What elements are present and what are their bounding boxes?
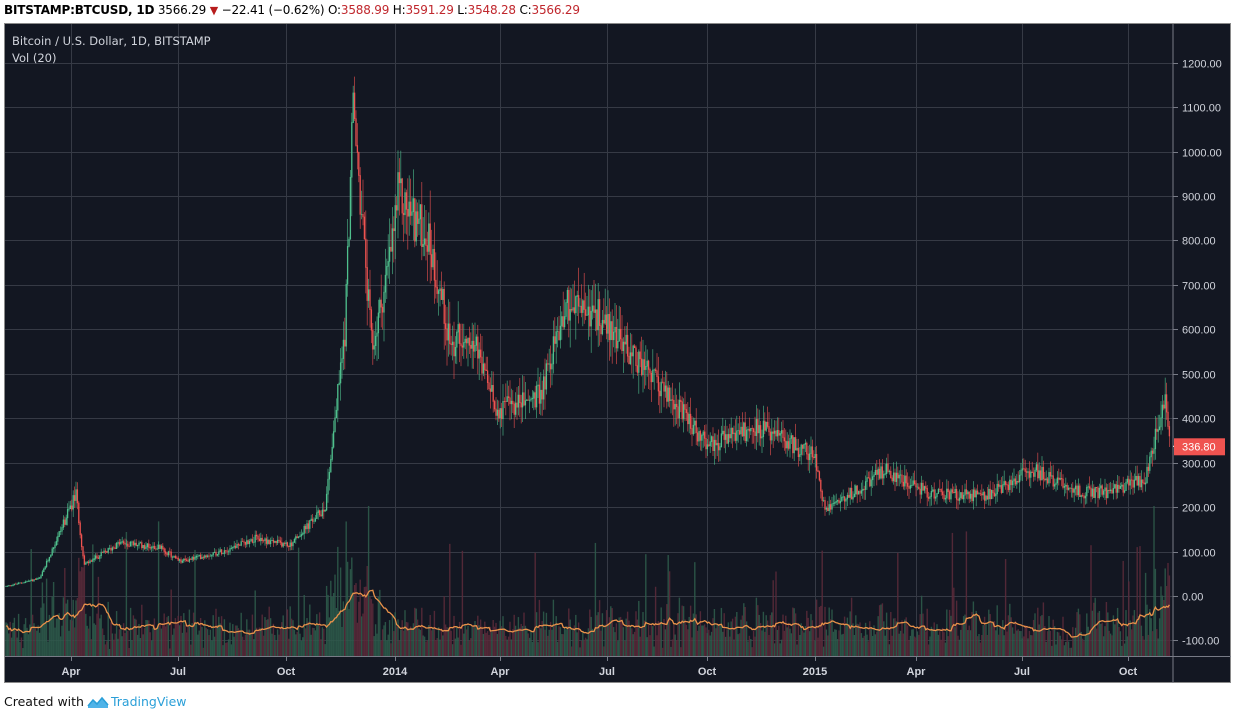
price-axis[interactable]: 1200.00 1100.00 1000.00 900.00 800.00 700.00 6…	[1173, 59, 1222, 648]
close-value: 3566.29	[531, 3, 580, 17]
time-tick-label: Jul	[1014, 666, 1030, 678]
price-change: −22.41 (−0.62%)	[221, 3, 325, 17]
price-tick-label: 500.00	[1182, 370, 1216, 382]
volume-moving-average	[5, 589, 1170, 638]
current-price-value: 336.80	[1182, 441, 1216, 453]
current-price-label: 336.80	[1173, 438, 1225, 456]
time-tick-label: Oct	[1119, 666, 1138, 678]
tradingview-logo-icon	[87, 696, 109, 708]
time-tick-label: 2015	[803, 666, 827, 678]
time-tick-label: Apr	[62, 666, 82, 678]
tradingview-link[interactable]: TradingView	[87, 694, 187, 709]
price-tick-label: 200.00	[1182, 503, 1216, 515]
chart-frame[interactable]	[4, 23, 1231, 683]
time-tick-label: Jul	[170, 666, 186, 678]
time-tick-label: Oct	[277, 666, 296, 678]
high-value: 3591.29	[405, 3, 454, 17]
price-tick-label: 1000.00	[1182, 148, 1222, 160]
low-label: L:	[457, 3, 468, 17]
price-tick-label: 800.00	[1182, 236, 1216, 248]
open-label: O:	[328, 3, 341, 17]
price-tick-label: 300.00	[1182, 459, 1216, 471]
created-with-text: Created with	[4, 694, 84, 709]
close-label: C:	[519, 3, 532, 17]
high-label: H:	[392, 3, 406, 17]
footer: Created with TradingView	[4, 694, 187, 709]
price-tick-label: -100.00	[1182, 636, 1219, 648]
symbol-header: BITSTAMP:BTCUSD, 1D 3566.29 ▼ −22.41 (−0…	[4, 2, 580, 20]
volume-title[interactable]: Vol (20)	[12, 51, 57, 65]
series-title: Bitcoin / U.S. Dollar, 1D, BITSTAMP	[12, 34, 211, 48]
price-tick-label: 1100.00	[1182, 103, 1221, 115]
open-value: 3588.99	[340, 3, 390, 17]
price-tick-label: 900.00	[1182, 192, 1216, 204]
price-tick-label: 400.00	[1182, 414, 1216, 426]
symbol-name: BITSTAMP:BTCUSD, 1D	[4, 3, 155, 17]
time-axis[interactable]: Apr Jul Oct 2014 Apr Jul Oct 2015 Apr Jul Oct	[62, 656, 1138, 678]
low-value: 3548.28	[467, 3, 516, 17]
last-price: 3566.29	[157, 3, 207, 17]
grid-lines	[5, 24, 1173, 656]
triangle-down-icon: ▼	[209, 4, 218, 17]
price-tick-label: 1200.00	[1182, 59, 1222, 71]
volume-bars	[5, 506, 1171, 656]
time-tick-label: Oct	[698, 666, 717, 678]
time-tick-label: Jul	[599, 666, 615, 678]
price-candles	[5, 76, 1171, 587]
price-tick-label: 100.00	[1182, 548, 1216, 560]
price-tick-label: 0.00	[1182, 592, 1203, 604]
time-tick-label: Apr	[491, 666, 511, 678]
chart-legend: Bitcoin / U.S. Dollar, 1D, BITSTAMP Vol …	[12, 33, 211, 67]
price-tick-label: 700.00	[1182, 281, 1216, 293]
tradingview-brand: TradingView	[110, 694, 187, 709]
time-tick-label: Apr	[907, 666, 927, 678]
time-tick-label: 2014	[383, 666, 408, 678]
price-tick-label: 600.00	[1182, 325, 1216, 337]
